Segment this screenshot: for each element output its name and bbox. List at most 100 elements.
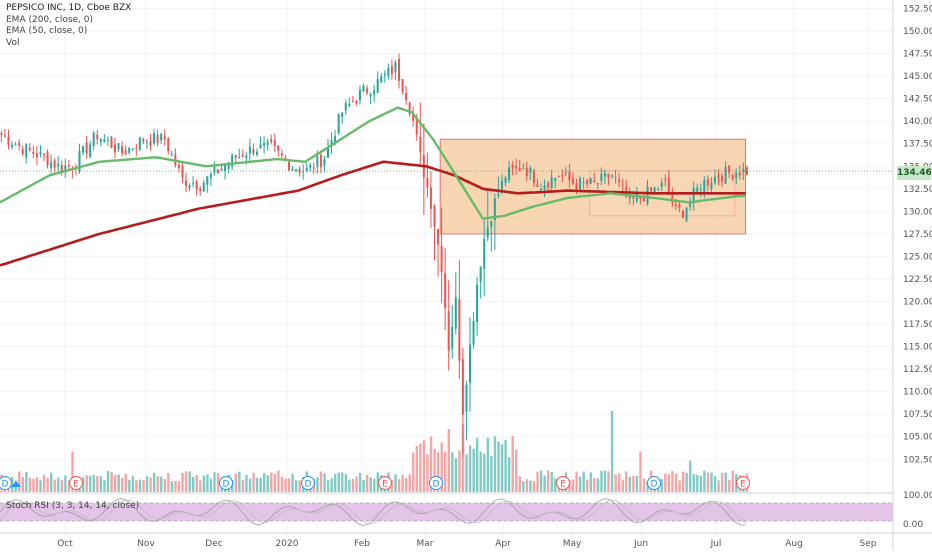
candle-body: [614, 177, 617, 179]
ema-50-line: [0, 106, 746, 220]
candle-body: [145, 141, 148, 143]
volume-bar: [259, 477, 262, 492]
candle-body: [259, 144, 262, 149]
candle-body: [50, 161, 53, 169]
candle-body: [639, 197, 642, 199]
candle-body: [177, 165, 180, 168]
candle-body: [447, 311, 450, 351]
volume-bar: [199, 480, 202, 492]
price-tick-label: 102.50: [903, 455, 932, 465]
volume-bar: [266, 475, 269, 492]
event-label: D: [223, 480, 230, 490]
volume-bar: [412, 452, 415, 492]
candle-body: [380, 76, 383, 83]
volume-bar: [103, 480, 106, 492]
candle-body: [664, 179, 667, 181]
volume-bar: [365, 474, 369, 492]
candle-body: [497, 194, 500, 196]
event-label: D: [433, 480, 440, 490]
volume-bar: [720, 473, 724, 492]
candle-body: [53, 160, 56, 168]
candle-body: [706, 179, 709, 186]
candle-body: [241, 155, 244, 158]
eye-icon[interactable]: [10, 480, 22, 488]
volume-bar: [568, 480, 571, 492]
candle-body: [472, 320, 475, 345]
volume-bar: [447, 429, 450, 492]
candle-body: [287, 161, 290, 171]
volume-bar: [81, 477, 85, 492]
candle-body: [82, 145, 85, 153]
candle-body: [611, 175, 613, 177]
volume-bar: [394, 474, 397, 492]
candle-body: [685, 207, 688, 221]
volume-bar: [422, 440, 426, 492]
volume-bar: [21, 476, 24, 492]
volume-bar: [181, 472, 184, 492]
volume-bar: [117, 474, 120, 492]
candle-body: [206, 176, 209, 185]
volume-bar: [703, 470, 706, 492]
volume-bar: [664, 473, 667, 492]
candle-body: [728, 165, 731, 173]
volume-bar: [152, 472, 156, 492]
volume-bar: [238, 471, 241, 492]
volume-bar: [46, 477, 49, 492]
candle-body: [461, 359, 464, 415]
candle-body: [21, 148, 24, 155]
candle-body: [571, 178, 574, 184]
volume-bar: [621, 479, 624, 492]
volume-bar: [319, 471, 323, 492]
volume-bar: [610, 411, 614, 492]
candle-body: [529, 167, 532, 173]
candle-body: [703, 179, 706, 193]
volume-bar: [600, 470, 603, 492]
candle-body: [536, 184, 539, 187]
candle-body: [735, 173, 738, 178]
candle-body: [216, 169, 219, 174]
price-tick-label: 120.00: [903, 298, 932, 308]
volume-bar: [671, 470, 674, 492]
volume-bar: [273, 473, 277, 492]
volume-bar: [532, 481, 536, 492]
price-tick-label: 110.00: [903, 388, 932, 398]
volume-bar: [206, 474, 209, 492]
candle-body: [717, 175, 720, 178]
volume-bar: [57, 477, 60, 492]
stoch-tick-label: 0.00: [903, 520, 923, 530]
volume-bar: [578, 476, 582, 492]
event-label: D: [305, 480, 312, 490]
candle-body: [547, 182, 550, 188]
volume-bar: [717, 480, 720, 492]
candle-body: [415, 118, 418, 135]
volume-bar: [192, 477, 195, 492]
volume-bar: [550, 472, 553, 492]
volume-bar: [10, 476, 14, 492]
candle-body: [550, 177, 553, 189]
candle-body: [564, 173, 567, 175]
candle-body: [469, 344, 471, 383]
volume-bar: [85, 475, 88, 492]
volume-bar: [575, 471, 578, 492]
volume-bar: [121, 477, 124, 492]
volume-bar: [731, 470, 734, 492]
volume-bar: [60, 479, 64, 492]
price-tick-label: 125.00: [903, 252, 932, 262]
volume-bar: [426, 454, 429, 492]
volume-bar: [263, 472, 266, 492]
candle-body: [667, 177, 670, 194]
volume-bar: [639, 451, 642, 492]
volume-bar: [124, 473, 127, 492]
candle-body: [131, 148, 134, 150]
time-tick-label: Jul: [710, 539, 722, 549]
volume-bar: [280, 477, 284, 492]
volume-bar: [479, 451, 482, 492]
candle-body: [185, 180, 187, 186]
time-tick-label: Sep: [860, 539, 877, 549]
candle-body: [440, 246, 443, 272]
event-label: E: [73, 480, 79, 490]
candle-body: [92, 132, 95, 146]
candle-body: [67, 165, 70, 167]
